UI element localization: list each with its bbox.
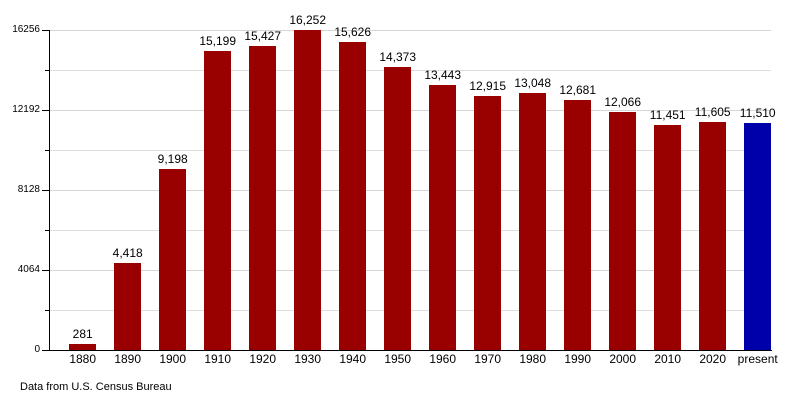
x-axis-tick-label: 2010 [654,352,682,366]
y-axis-tick-label: 4064 [17,264,40,275]
bar-1900 [159,168,187,350]
y-major-tick [42,190,49,191]
y-major-tick [42,270,49,271]
y-minor-tick [45,310,49,311]
y-major-tick [42,350,49,351]
x-axis-line [49,350,772,351]
bar-value-label: 13,048 [514,76,552,91]
x-axis-tick-label: present [737,352,778,366]
x-axis-tick-label: 2000 [609,352,637,366]
bar-value-label: 11,510 [739,106,776,121]
bar-value-label: 11,451 [649,107,686,122]
bar-1920 [249,46,277,350]
bar-value-label: 16,252 [289,13,327,28]
x-axis-tick-label: 1970 [474,352,502,366]
bar-value-label: 15,199 [199,33,237,48]
x-axis-tick-label: 1910 [204,352,232,366]
x-axis-tick-label: 1880 [69,352,97,366]
y-axis-tick-label: 12192 [12,104,40,115]
bar-1990 [564,100,592,350]
bar-1960 [429,85,457,350]
y-axis-tick-label: 0 [34,344,40,355]
bar-1980 [519,93,547,350]
bar-value-label: 4,418 [112,246,143,261]
bar-value-label: 9,198 [157,151,188,166]
x-axis-tick-label: 1920 [249,352,277,366]
bar-1880 [69,344,97,350]
bar-value-label: 13,443 [424,68,462,83]
x-axis-tick-label: 1950 [384,352,412,366]
bar-1890 [114,263,142,350]
y-minor-tick [45,230,49,231]
bar-value-label: 14,373 [379,50,417,65]
bar-value-label: 15,427 [244,29,282,44]
bar-2020 [699,121,727,350]
bar-value-label: 281 [72,327,93,342]
bar-1940 [339,42,367,350]
y-axis-line [49,30,50,350]
y-minor-tick [45,70,49,71]
bar-1930 [294,30,322,350]
y-minor-tick [45,150,49,151]
x-axis-tick-label: 1990 [564,352,592,366]
bar-present [744,123,772,350]
y-axis-tick-label: 8128 [17,184,40,195]
y-major-tick [42,30,49,31]
y-axis-tick-label: 16256 [12,24,40,35]
bar-2000 [609,112,637,350]
x-axis-tick-label: 1960 [429,352,457,366]
bar-2010 [654,124,682,350]
bar-value-label: 12,681 [559,83,597,98]
bar-value-label: 12,066 [604,95,642,110]
chart-source-note: Data from U.S. Census Bureau [20,381,172,393]
x-axis-tick-label: 1930 [294,352,322,366]
bar-value-label: 12,915 [469,78,507,93]
y-major-gridline [49,30,771,31]
y-major-tick [42,110,49,111]
x-axis-tick-label: 1940 [339,352,367,366]
bar-1910 [204,50,232,350]
bar-value-label: 15,626 [334,25,372,40]
bar-1970 [474,95,502,350]
x-axis-tick-label: 1890 [114,352,142,366]
x-axis-tick-label: 1980 [519,352,547,366]
x-axis-tick-label: 2020 [699,352,727,366]
bar-value-label: 11,605 [694,104,731,119]
x-axis-tick-label: 1900 [159,352,187,366]
bar-1950 [384,67,412,350]
